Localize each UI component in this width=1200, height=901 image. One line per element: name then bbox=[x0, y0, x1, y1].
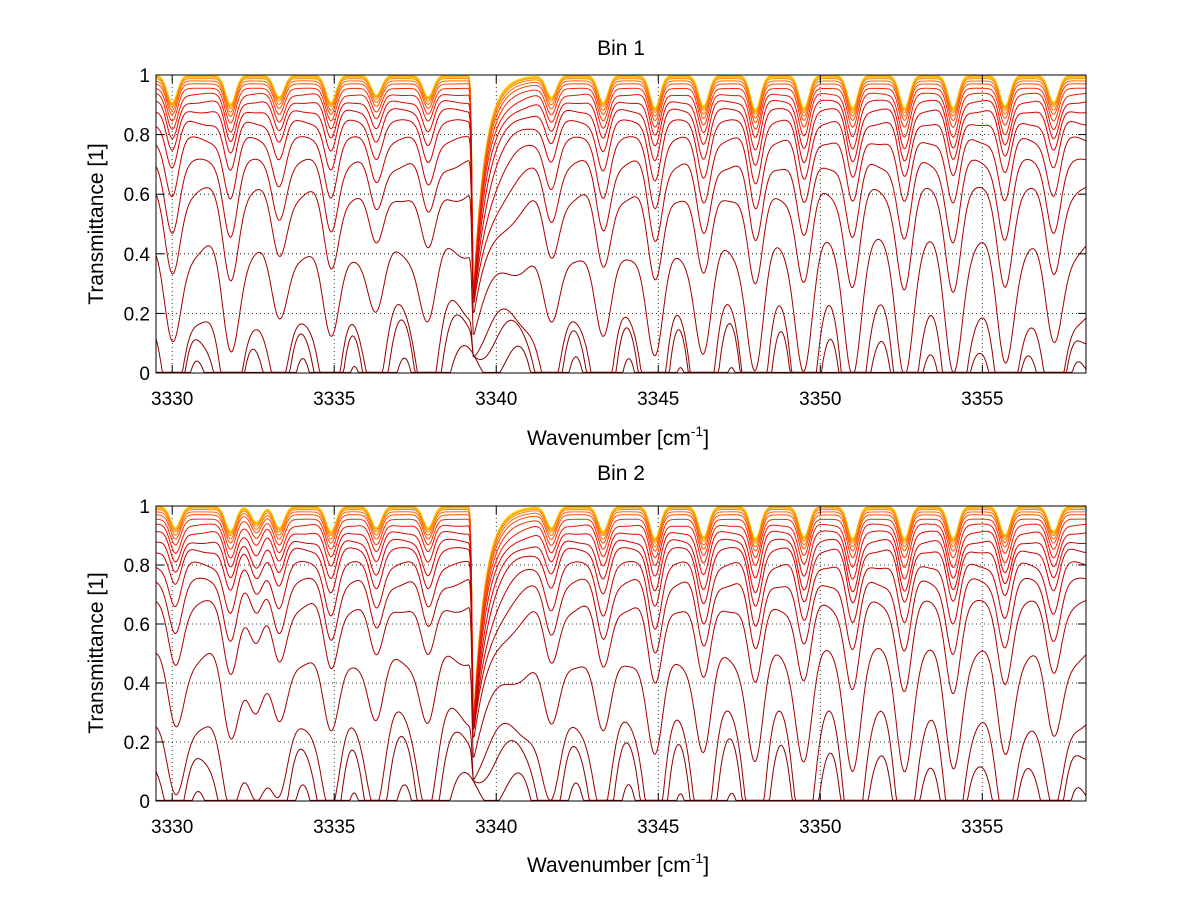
series-line bbox=[155, 731, 1087, 801]
x-tick-label: 3355 bbox=[961, 389, 1003, 410]
series-line bbox=[156, 507, 1086, 717]
series-line bbox=[155, 186, 1087, 314]
x-tick-label: 3340 bbox=[475, 817, 517, 838]
series-line bbox=[155, 92, 1087, 292]
x-axis-label-superscript: -1 bbox=[691, 423, 704, 439]
x-tick-label: 3345 bbox=[637, 817, 679, 838]
y-tick-label: 0.2 bbox=[124, 733, 150, 754]
series-group bbox=[155, 505, 1087, 801]
series-line bbox=[155, 518, 1086, 719]
series-line bbox=[155, 599, 1087, 738]
x-axis-label-close: ] bbox=[703, 854, 709, 877]
tick-group: 3330 3335 3340 3345 3350 3355 0 0.2 0.4 0.6 0.8 1 bbox=[124, 497, 1086, 838]
y-axis-label: Transmittance [1] bbox=[85, 143, 108, 304]
y-tick-label: 0.8 bbox=[124, 126, 150, 147]
series-line bbox=[156, 345, 1087, 373]
x-tick-label: 3350 bbox=[799, 817, 841, 838]
x-tick-label: 3350 bbox=[799, 389, 841, 410]
series-line bbox=[156, 772, 1087, 801]
subplot-bin-1: Bin 1 3330 3335 3340 3345 3350 3355 0 0.2 0.4 0.6… bbox=[85, 37, 1087, 450]
x-tick-label: 3330 bbox=[151, 389, 193, 410]
series-line bbox=[156, 514, 1086, 718]
y-tick-label: 0.6 bbox=[124, 615, 150, 636]
x-axis-label-close: ] bbox=[703, 427, 709, 450]
x-axis-label: Wavenumber [cm-1] bbox=[527, 423, 709, 450]
subplot-bin-2: Bin 2 3330 3335 3340 3345 3350 3355 0 0.2 0.4 0.6… bbox=[85, 462, 1087, 877]
grid-lines bbox=[156, 75, 1086, 373]
x-tick-label: 3345 bbox=[637, 389, 679, 410]
series-line bbox=[155, 577, 1087, 730]
series-line bbox=[155, 648, 1087, 773]
series-line bbox=[155, 87, 1086, 291]
y-tick-label: 0.4 bbox=[124, 674, 151, 695]
y-tick-label: 0.2 bbox=[124, 304, 150, 325]
y-tick-label: 1 bbox=[139, 66, 150, 87]
y-tick-label: 1 bbox=[139, 497, 150, 518]
y-tick-label: 0.6 bbox=[124, 185, 150, 206]
axes-frame bbox=[155, 74, 1087, 374]
series-line bbox=[155, 547, 1087, 728]
series-line bbox=[156, 523, 1087, 721]
series-line bbox=[156, 509, 1086, 717]
x-tick-label: 3335 bbox=[313, 389, 355, 410]
series-line bbox=[155, 78, 1086, 288]
y-tick-label: 0 bbox=[139, 364, 150, 385]
series-line bbox=[155, 76, 1086, 288]
series-line bbox=[156, 314, 1087, 373]
series-group bbox=[155, 74, 1087, 373]
series-line bbox=[155, 530, 1087, 724]
series-line bbox=[155, 158, 1087, 304]
series-line bbox=[155, 299, 1087, 373]
series-line bbox=[155, 83, 1086, 289]
series-line bbox=[156, 511, 1086, 718]
series-line bbox=[155, 119, 1087, 300]
subplot-title: Bin 1 bbox=[597, 37, 645, 60]
y-tick-label: 0 bbox=[139, 792, 150, 813]
series-line bbox=[155, 238, 1087, 373]
tick-group: 3330 3335 3340 3345 3350 3355 0 0.2 0.4 0.6 0.8 1 bbox=[124, 66, 1086, 410]
series-line bbox=[155, 80, 1086, 289]
series-line bbox=[155, 561, 1087, 728]
y-tick-label: 0.4 bbox=[124, 245, 151, 266]
x-tick-label: 3330 bbox=[151, 817, 193, 838]
series-line bbox=[156, 506, 1086, 717]
x-tick-label: 3340 bbox=[475, 389, 517, 410]
series-line bbox=[155, 707, 1087, 801]
series-line bbox=[155, 108, 1087, 298]
series-line bbox=[156, 506, 1086, 716]
x-axis-label-text: Wavenumber [cm bbox=[527, 427, 691, 450]
x-tick-label: 3355 bbox=[961, 817, 1003, 838]
subplot-title: Bin 2 bbox=[597, 462, 645, 485]
x-tick-label: 3335 bbox=[313, 817, 355, 838]
y-axis-label: Transmittance [1] bbox=[85, 572, 108, 733]
series-line bbox=[155, 75, 1086, 288]
y-tick-label: 0.8 bbox=[124, 556, 150, 577]
x-axis-label: Wavenumber [cm-1] bbox=[527, 850, 709, 877]
series-line bbox=[155, 99, 1087, 295]
series-line bbox=[155, 75, 1086, 288]
x-axis-label-superscript: -1 bbox=[691, 850, 704, 866]
series-line bbox=[155, 538, 1087, 727]
series-line bbox=[155, 136, 1087, 300]
axes-frame bbox=[155, 505, 1087, 802]
x-axis-label-text: Wavenumber [cm bbox=[527, 854, 691, 877]
